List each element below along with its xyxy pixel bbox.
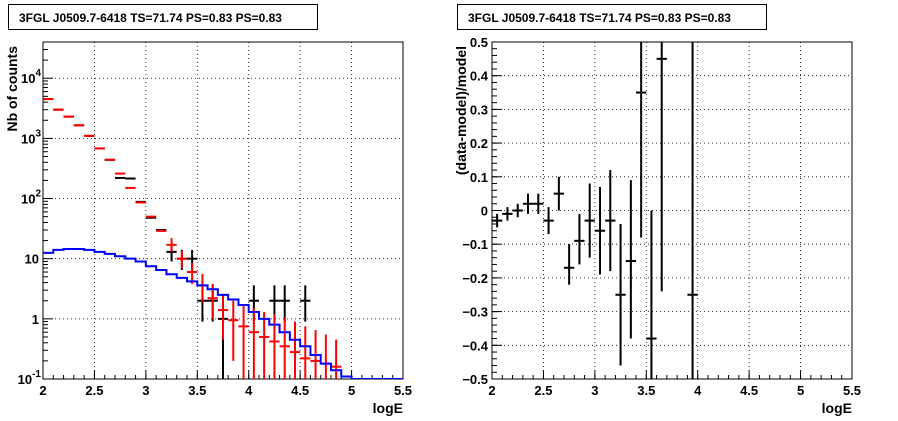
counts-chart: 2 2.5 3 3.5 4 4.5 5 5.5 10-1 1 10 102 103 104 logE Nb o… [4,41,412,416]
chart-title: 3FGL J0509.7-6418 TS=71.74 PS=0.83 PS=0.… [457,4,767,30]
residual-panel: 2 2.5 3 3.5 4 4.5 5 5.5 −0.5 −0.4 −0.3 −0.2 −0.1 0 0.1… [449,0,898,421]
y-tick-label: 0 [481,204,488,219]
y-tick-label: 102 [21,189,41,207]
plot-area [43,98,403,379]
y-axis-title: (data-model)/model [453,46,469,175]
x-tick-label: 3 [142,383,149,398]
x-tick-label: 3 [591,383,598,398]
y-tick-label: 0.3 [470,102,488,117]
y-axis-title: Nb of counts [4,46,20,132]
x-tick-label: 2.5 [534,383,552,398]
x-tick-label: 5 [348,383,355,398]
y-tick-label: 104 [21,68,41,86]
x-tick-label: 2.5 [85,383,103,398]
model-step-line [43,247,403,379]
chart-title: 3FGL J0509.7-6418 TS=71.74 PS=0.83 PS=0.… [8,4,318,30]
y-tick-label: 0.4 [470,69,489,84]
x-tick-label: 2 [488,383,495,398]
y-tick-label: 10 [25,252,39,267]
x-tick-label: 5.5 [394,383,412,398]
y-tick-label: −0.2 [462,271,488,286]
x-tick-label: 5.5 [843,383,861,398]
y-tick-label: 0.5 [470,35,488,50]
y-tick-label: 0.2 [470,136,488,151]
x-tick-label: 4 [694,383,702,398]
x-tick-label: 4.5 [291,383,309,398]
counts-panel: 2 2.5 3 3.5 4 4.5 5 5.5 10-1 1 10 102 103 104 logE Nb o… [4,4,412,416]
y-tick-label: 10-1 [18,369,42,387]
y-tick-label: −0.3 [462,305,488,320]
y-tick-label: −0.4 [462,338,488,353]
x-tick-label: 3.5 [637,383,655,398]
y-tick-label: −0.5 [462,372,488,387]
y-tick-label: 1 [32,312,39,327]
plot-area [492,42,698,379]
x-tick-label: 4.5 [740,383,758,398]
x-axis-title: logE [373,400,403,416]
residual-chart: 2 2.5 3 3.5 4 4.5 5 5.5 −0.5 −0.4 −0.3 −0.2 −0.1 0 0.1… [453,35,861,416]
x-tick-label: 3.5 [188,383,206,398]
y-tick-label: 0.1 [470,170,488,185]
x-tick-label: 4 [245,383,253,398]
x-axis-title: logE [822,400,852,416]
y-tick-label: 103 [21,128,41,146]
y-tick-label: −0.1 [462,237,488,252]
x-tick-label: 2 [39,383,46,398]
x-tick-label: 5 [797,383,804,398]
